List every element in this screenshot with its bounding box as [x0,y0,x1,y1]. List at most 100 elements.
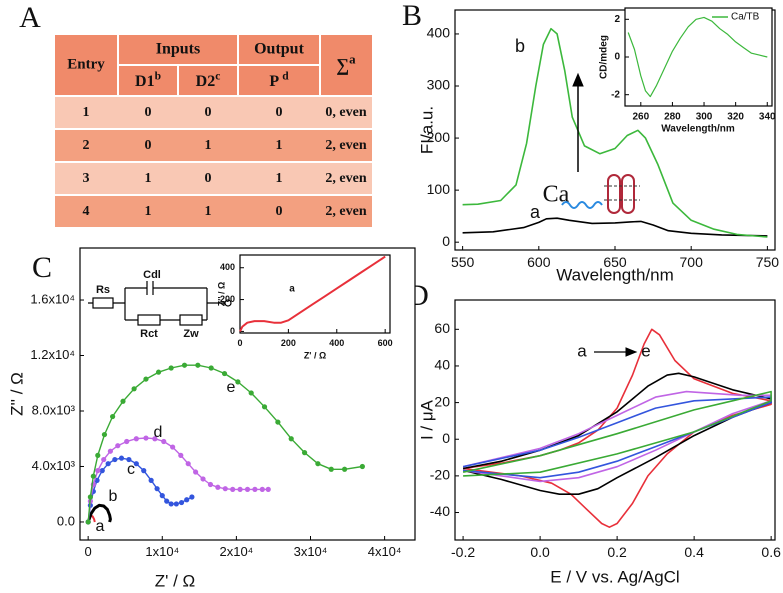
table-header-cell-main: D1 [135,73,155,90]
series-marker [170,444,176,450]
table-cell: 1 [276,171,283,186]
series-marker [195,362,201,368]
y-tick-label: 200 [427,129,451,145]
table-cell: 0 [145,138,152,153]
y-tick-label: 0 [442,233,450,249]
series-marker [95,452,101,458]
table-cell: 0 [205,171,212,186]
x-tick-label: 260 [632,112,649,123]
table-cell: 0 [205,105,212,120]
series-marker [230,486,236,492]
circuit-label: Rs [96,284,110,296]
x-tick-label: 0 [85,544,92,559]
series-marker [288,436,294,442]
series-marker [261,404,268,410]
series-marker [95,468,101,474]
series-marker [265,486,271,492]
table-header-cell: D1b [135,70,161,90]
series-marker [193,469,199,475]
series-marker [87,494,93,500]
series-marker [131,386,137,392]
circuit [88,281,232,326]
series-marker [133,461,139,467]
series-marker [112,456,118,463]
series-marker [124,438,130,445]
y-tick-label: 100 [427,181,451,197]
x-axis-label: E / V vs. Ag/AgCl [550,567,679,586]
series-marker [85,519,91,525]
arrow-head [625,347,638,357]
x-tick-label: 3x10⁴ [294,544,328,559]
y-tick-label: 1.6x10⁴ [30,291,75,306]
table-header-cell: Inputs [156,41,200,58]
series-marker [107,448,113,454]
series-marker [328,466,334,472]
series-line [627,16,768,98]
series-marker [259,486,265,492]
dna-strand [561,201,603,209]
annotation: e [641,341,650,360]
series-marker [159,493,165,499]
series-marker [200,476,206,482]
table-cell: 2, even [325,204,366,219]
series-line [462,27,768,238]
annotation: e [227,379,236,396]
table-cell: 0, even [325,105,366,120]
x-tick-label: 700 [680,254,704,270]
table-row [55,130,372,161]
series-marker [215,484,221,490]
annotation: a [530,202,541,222]
series-line [462,217,768,237]
circuit-label: Zw [183,328,199,340]
table-cell: 1 [83,105,90,120]
annotation: a [96,518,105,535]
panel-label: A [19,1,41,34]
table-cell: 0 [276,105,283,120]
x-tick-label: 0 [237,338,242,348]
y-axis-label: Z'' / Ω [216,282,226,307]
series-line [462,390,772,477]
annotation: c [127,461,135,478]
x-axis-label: Z' / Ω [155,571,196,590]
annotation: a [577,341,587,360]
x-tick-label: 0.4 [684,544,704,560]
x-tick-label: 320 [727,112,744,123]
table-header-cell-sup: c [215,70,220,82]
table-header-cell-main: D2 [196,73,216,90]
x-tick-label: 600 [378,338,393,348]
series-marker [90,473,96,479]
y-tick-label: 2 [614,14,620,25]
series-marker [341,466,348,472]
series-marker [99,468,105,474]
x-tick-label: -0.2 [451,544,475,560]
table-header-cell-main: ∑ [336,55,349,75]
table-cell: 2, even [325,171,366,186]
table-cell: 3 [83,171,90,186]
table-cell: 1 [145,171,152,186]
series-marker [154,486,160,492]
y-tick-label: 0 [614,52,620,63]
y-tick-label: 40 [434,357,450,373]
plot-frame [624,7,773,107]
y-tick-label: 60 [434,320,450,336]
y-tick-label: 0.0 [57,513,75,528]
x-tick-label: 0.0 [530,544,550,560]
y-axis-label: CD/mdeg [599,35,610,79]
series-marker [181,362,188,368]
y-tick-label: 400 [220,262,235,272]
table-cell: 0 [276,204,283,219]
table-header-cell: P d [269,70,289,90]
series-marker [237,486,243,492]
table-row [55,196,372,227]
decorations [88,72,640,357]
table-cell: 1 [205,204,212,219]
table-cell: 0 [145,105,152,120]
table-header-cell: D2c [196,70,221,90]
series-marker [143,435,149,441]
y-tick-label: -20 [430,467,450,483]
series-marker [101,431,108,438]
arrow-head [572,72,584,87]
series-marker [248,390,254,396]
x-tick-label: 650 [603,254,627,270]
